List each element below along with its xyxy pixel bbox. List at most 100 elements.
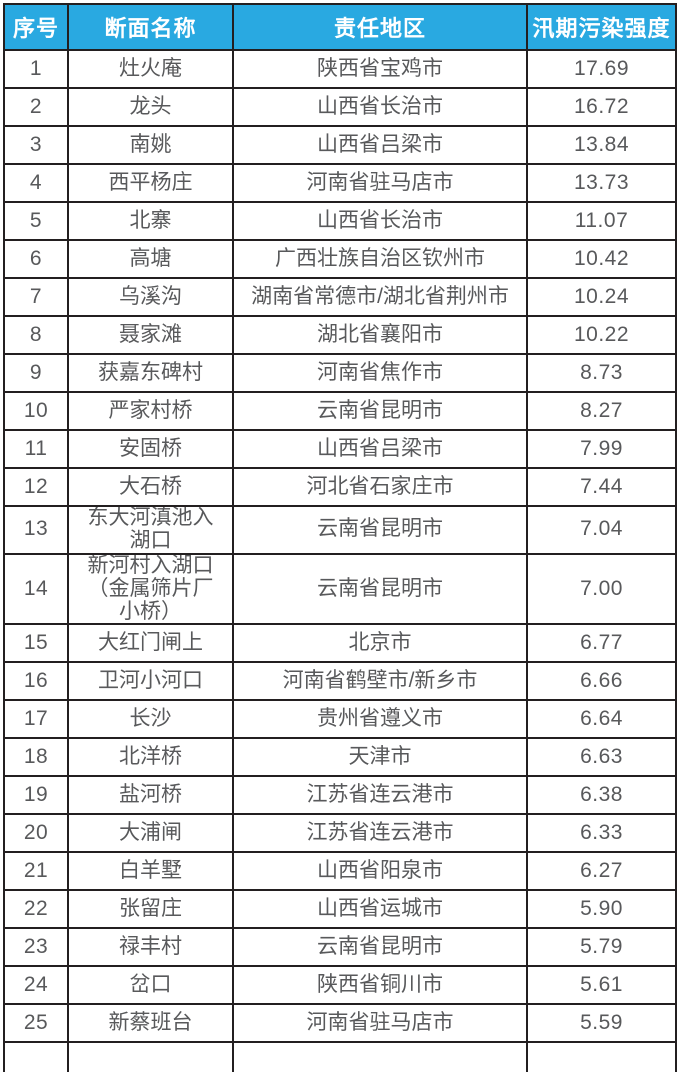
row-index-cell: 11 xyxy=(3,429,69,469)
table-body: 1 灶火庵 陕西省宝鸡市 17.69 2 龙头 山西省长治市 16.72 3 南姚 山西省吕梁市 13… xyxy=(3,49,677,1072)
table-row: 25 新蔡班台 河南省驻马店市 5.59 xyxy=(3,1003,677,1044)
pollution-value-cell: 10.24 xyxy=(526,277,677,317)
row-index-cell: 3 xyxy=(3,125,69,165)
region-cell: 湖南省常德市/湖北省荆州市 xyxy=(232,277,528,317)
pollution-value-cell: 10.42 xyxy=(526,239,677,279)
section-name-cell: 灶火庵 xyxy=(67,49,234,89)
table-row: 24 岔口 陕西省铜川市 5.61 xyxy=(3,965,677,1006)
section-name-cell: 卫河小河口 xyxy=(67,661,234,702)
table-row: 8 聂家滩 湖北省襄阳市 10.22 xyxy=(3,315,677,355)
row-index-cell: 14 xyxy=(3,552,69,626)
column-header-value: 汛期污染强度 xyxy=(526,3,677,51)
pollution-value-cell: 5.59 xyxy=(526,1003,677,1044)
section-name-cell: 大红门闸上 xyxy=(67,623,234,664)
row-index-cell: 1 xyxy=(3,49,69,89)
row-index-cell: 10 xyxy=(3,391,69,431)
pollution-value-cell: 5.61 xyxy=(526,965,677,1006)
table-row: 10 严家村桥 云南省昆明市 8.27 xyxy=(3,391,677,431)
pollution-value-cell: 13.73 xyxy=(526,163,677,203)
row-index-cell: 25 xyxy=(3,1003,69,1044)
region-cell: 云南省昆明市 xyxy=(232,505,528,555)
region-cell: 河南省驻马店市 xyxy=(232,163,528,203)
table-row: 13 东大河滇池入 湖口 云南省昆明市 7.04 xyxy=(3,505,677,555)
row-index-cell: 19 xyxy=(3,775,69,816)
pollution-value-cell: 17.69 xyxy=(526,49,677,89)
section-name-cell: 聂家滩 xyxy=(67,315,234,355)
section-name-cell: 岔口 xyxy=(67,965,234,1006)
pollution-value-cell: 7.99 xyxy=(526,429,677,469)
section-name-cell: 大浦闸 xyxy=(67,813,234,854)
table-row: 6 高塘 广西壮族自治区钦州市 10.42 xyxy=(3,239,677,279)
table-row: 2 龙头 山西省长治市 16.72 xyxy=(3,87,677,127)
pollution-value-cell: 6.64 xyxy=(526,699,677,740)
table-row: 17 长沙 贵州省遵义市 6.64 xyxy=(3,699,677,740)
pollution-value-cell: 6.38 xyxy=(526,775,677,816)
region-cell: 河南省鹤壁市/新乡市 xyxy=(232,661,528,702)
row-index-cell: 20 xyxy=(3,813,69,854)
section-name-cell: 西平杨庄 xyxy=(67,163,234,203)
section-name-cell: 高塘 xyxy=(67,239,234,279)
section-name-cell: 东大河滇池入 湖口 xyxy=(67,505,234,555)
pollution-value-cell: 16.72 xyxy=(526,87,677,127)
table-row: 22 张留庄 山西省运城市 5.90 xyxy=(3,889,677,930)
region-cell: 山西省阳泉市 xyxy=(232,851,528,892)
table-row: 23 禄丰村 云南省昆明市 5.79 xyxy=(3,927,677,968)
region-cell: 山西省吕梁市 xyxy=(232,429,528,469)
section-name-cell: 北寨 xyxy=(67,201,234,241)
column-header-region: 责任地区 xyxy=(232,3,528,51)
row-index-cell: 24 xyxy=(3,965,69,1006)
section-name-cell: 白羊墅 xyxy=(67,851,234,892)
region-cell: 山西省长治市 xyxy=(232,201,528,241)
row-index-cell: 21 xyxy=(3,851,69,892)
table-row: 3 南姚 山西省吕梁市 13.84 xyxy=(3,125,677,165)
row-index-cell: 2 xyxy=(3,87,69,127)
section-name-cell: 严家村桥 xyxy=(67,391,234,431)
table-row: 11 安固桥 山西省吕梁市 7.99 xyxy=(3,429,677,469)
region-cell: 云南省昆明市 xyxy=(232,552,528,626)
row-index-cell: 17 xyxy=(3,699,69,740)
section-name-cell: 南姚 xyxy=(67,125,234,165)
row-index-cell: 5 xyxy=(3,201,69,241)
region-cell: 湖北省襄阳市 xyxy=(232,315,528,355)
row-index-cell: 23 xyxy=(3,927,69,968)
pollution-value-cell: 5.79 xyxy=(526,927,677,968)
pollution-value-cell: 8.73 xyxy=(526,353,677,393)
region-cell: 江苏省连云港市 xyxy=(232,813,528,854)
pollution-value-cell: 7.00 xyxy=(526,552,677,626)
table-row: 19 盐河桥 江苏省连云港市 6.38 xyxy=(3,775,677,816)
row-index-cell: 22 xyxy=(3,889,69,930)
region-cell: 山西省吕梁市 xyxy=(232,125,528,165)
row-index-cell: 8 xyxy=(3,315,69,355)
region-cell: 天津市 xyxy=(232,737,528,778)
row-index-cell: 13 xyxy=(3,505,69,555)
section-name-cell: 北洋桥 xyxy=(67,737,234,778)
region-cell: 河南省驻马店市 xyxy=(232,1003,528,1044)
row-index-cell: 18 xyxy=(3,737,69,778)
region-cell: 贵州省遵义市 xyxy=(232,699,528,740)
section-name-cell: 乌溪沟 xyxy=(67,277,234,317)
region-cell: 山西省长治市 xyxy=(232,87,528,127)
table-row: 7 乌溪沟 湖南省常德市/湖北省荆州市 10.24 xyxy=(3,277,677,317)
pollution-value-cell: 6.63 xyxy=(526,737,677,778)
table-row: 21 白羊墅 山西省阳泉市 6.27 xyxy=(3,851,677,892)
section-name-cell: 新河村入湖口 （金属筛片厂 小桥） xyxy=(67,552,234,626)
region-cell: 北京市 xyxy=(232,623,528,664)
table-row: 1 灶火庵 陕西省宝鸡市 17.69 xyxy=(3,49,677,89)
row-index-cell: 6 xyxy=(3,239,69,279)
table-row: 16 卫河小河口 河南省鹤壁市/新乡市 6.66 xyxy=(3,661,677,702)
pollution-value-cell: 7.04 xyxy=(526,505,677,555)
table-row: 20 大浦闸 江苏省连云港市 6.33 xyxy=(3,813,677,854)
table-row: 9 获嘉东碑村 河南省焦作市 8.73 xyxy=(3,353,677,393)
region-cell: 陕西省铜川市 xyxy=(232,965,528,1006)
region-cell xyxy=(232,1041,528,1072)
pollution-value-cell: 10.22 xyxy=(526,315,677,355)
section-name-cell: 龙头 xyxy=(67,87,234,127)
section-name-cell: 张留庄 xyxy=(67,889,234,930)
table-row: 5 北寨 山西省长治市 11.07 xyxy=(3,201,677,241)
row-index-cell: 12 xyxy=(3,467,69,507)
region-cell: 江苏省连云港市 xyxy=(232,775,528,816)
row-index-cell xyxy=(3,1041,69,1072)
column-header-no: 序号 xyxy=(3,3,69,51)
region-cell: 云南省昆明市 xyxy=(232,391,528,431)
